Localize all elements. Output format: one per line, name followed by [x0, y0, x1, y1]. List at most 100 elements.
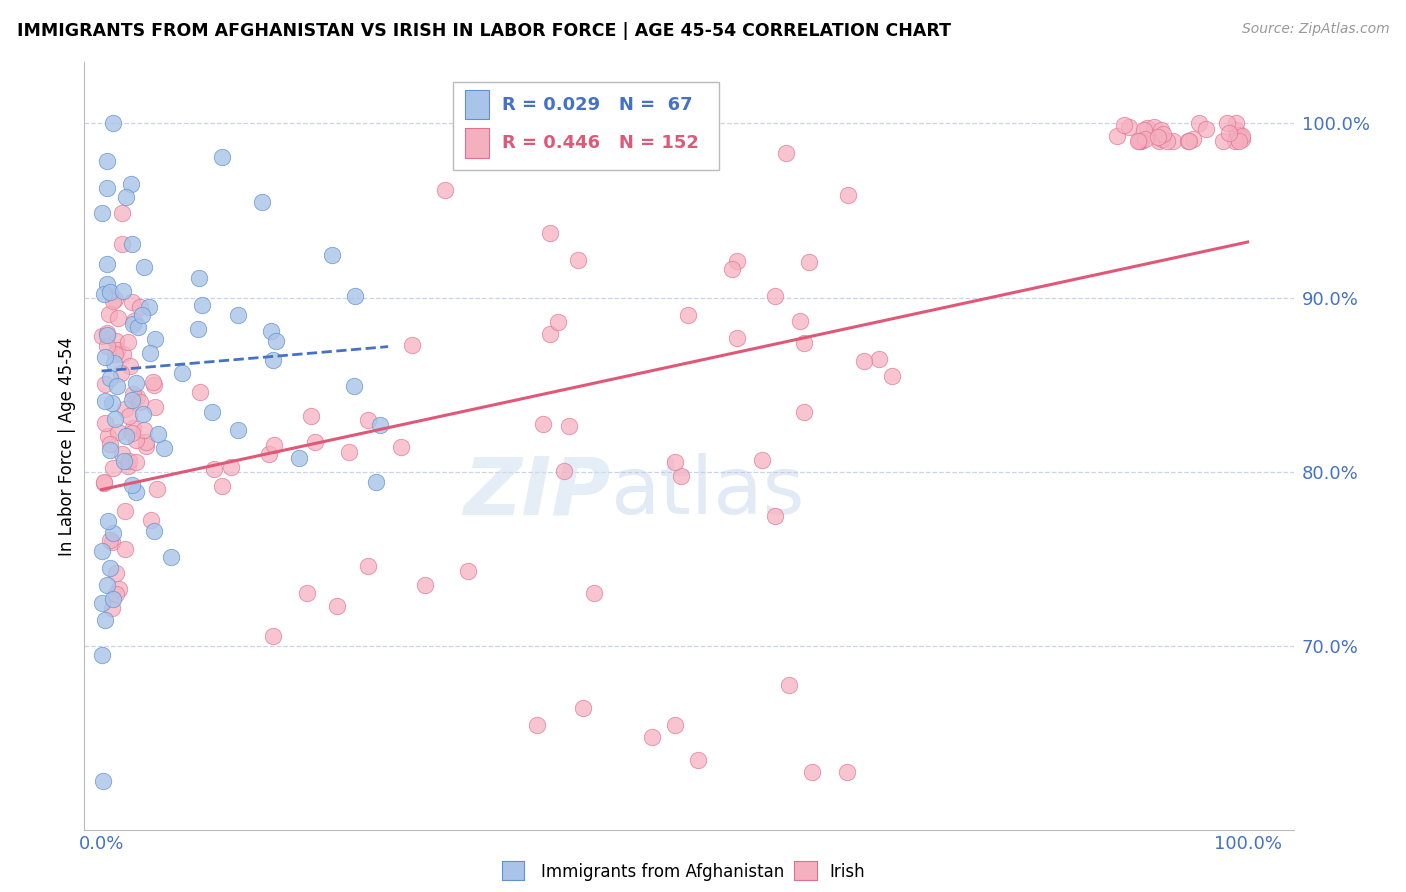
Point [264, 334, 287, 348]
Point [105, 343, 128, 357]
Point [127, 320, 149, 334]
Point [143, 378, 166, 392]
Point [96, 327, 118, 342]
Point [96, 153, 118, 168]
Point [112, 285, 135, 299]
Point [160, 550, 183, 565]
Point [262, 352, 284, 367]
Point [105, 566, 128, 580]
Point [457, 564, 479, 578]
Point [664, 455, 686, 469]
Point [104, 587, 127, 601]
Point [108, 582, 131, 596]
Point [669, 469, 692, 483]
Point [553, 464, 575, 478]
Point [793, 405, 815, 419]
Point [1188, 116, 1211, 130]
Point [101, 592, 124, 607]
Point [326, 599, 349, 613]
Point [1177, 134, 1199, 148]
Point [97, 514, 120, 528]
Point [1133, 132, 1156, 146]
Point [641, 730, 664, 744]
Point [1128, 134, 1150, 148]
Text: IMMIGRANTS FROM AFGHANISTAN VS IRISH IN LABOR FORCE | AGE 45-54 CORRELATION CHAR: IMMIGRANTS FROM AFGHANISTAN VS IRISH IN … [17, 22, 950, 40]
Point [1226, 131, 1249, 145]
Point [90, 596, 112, 610]
Point [389, 440, 412, 454]
Point [226, 308, 249, 322]
Point [124, 485, 146, 500]
Point [97, 429, 120, 443]
Point [572, 700, 595, 714]
FancyBboxPatch shape [453, 81, 720, 169]
Point [1178, 134, 1201, 148]
Point [111, 206, 134, 220]
Bar [465, 128, 489, 158]
Point [188, 384, 211, 399]
Point [114, 190, 136, 204]
Point [751, 452, 773, 467]
Point [132, 407, 155, 421]
Point [763, 509, 786, 524]
Point [1129, 134, 1152, 148]
Point [148, 426, 170, 441]
Point [1223, 134, 1246, 148]
Point [125, 454, 148, 468]
Point [121, 236, 143, 251]
Point [142, 376, 165, 390]
Point [187, 271, 209, 285]
Point [1156, 134, 1178, 148]
Point [104, 347, 127, 361]
Point [117, 459, 139, 474]
Point [538, 226, 561, 240]
Text: atlas: atlas [610, 453, 804, 531]
Point [125, 433, 148, 447]
Point [1150, 131, 1173, 145]
Point [433, 183, 456, 197]
Point [98, 437, 121, 451]
Point [94, 417, 117, 431]
Point [143, 401, 166, 415]
Point [725, 254, 748, 268]
Point [121, 420, 143, 434]
Point [110, 237, 132, 252]
Point [103, 461, 125, 475]
Point [135, 439, 157, 453]
Point [98, 561, 121, 575]
Point [135, 434, 157, 449]
Point [304, 434, 326, 449]
Point [93, 287, 115, 301]
Point [558, 419, 581, 434]
Point [122, 387, 145, 401]
Point [91, 773, 114, 788]
Point [122, 317, 145, 331]
Point [122, 314, 145, 328]
Point [101, 116, 124, 130]
Point [103, 356, 125, 370]
Point [114, 401, 136, 416]
Point [582, 586, 605, 600]
Point [107, 425, 129, 440]
Point [725, 331, 748, 345]
Point [211, 150, 233, 164]
Point [1112, 118, 1135, 132]
Point [1146, 129, 1168, 144]
Point [1232, 132, 1254, 146]
Point [1118, 120, 1140, 135]
Point [131, 308, 153, 322]
Point [91, 328, 114, 343]
Point [1152, 127, 1174, 141]
Y-axis label: In Labor Force | Age 45-54: In Labor Force | Age 45-54 [58, 336, 76, 556]
Point [93, 393, 115, 408]
Point [1227, 134, 1250, 148]
Point [686, 753, 709, 767]
Point [104, 412, 127, 426]
Text: R = 0.446   N = 152: R = 0.446 N = 152 [502, 134, 699, 152]
Point [98, 285, 121, 300]
Point [547, 315, 569, 329]
Point [1226, 128, 1249, 142]
Point [835, 764, 858, 780]
Point [880, 368, 903, 383]
Point [105, 378, 128, 392]
